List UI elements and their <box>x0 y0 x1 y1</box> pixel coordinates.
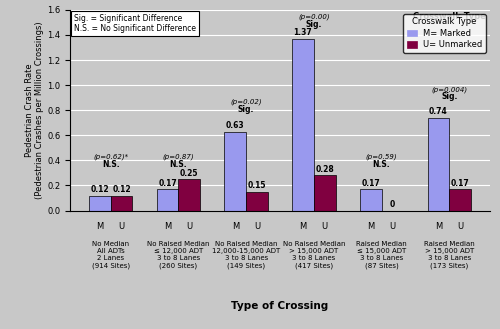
Bar <box>157 189 178 211</box>
Text: (p=0.62)*: (p=0.62)* <box>93 154 128 160</box>
Text: No Raised Median
> 15,000 ADT
3 to 8 Lanes
(417 Sites): No Raised Median > 15,000 ADT 3 to 8 Lan… <box>282 241 345 268</box>
Text: 0.63: 0.63 <box>226 121 244 130</box>
Bar <box>428 118 449 211</box>
Text: Sig.: Sig. <box>441 92 458 101</box>
Text: (p=0.00): (p=0.00) <box>298 13 330 20</box>
Text: U: U <box>457 222 463 231</box>
Text: 0.12: 0.12 <box>112 185 131 194</box>
Text: 0.17: 0.17 <box>362 179 380 188</box>
Bar <box>360 189 382 211</box>
Text: (p=0.02): (p=0.02) <box>230 99 262 105</box>
Text: U: U <box>186 222 192 231</box>
Legend: M= Marked, U= Unmarked: M= Marked, U= Unmarked <box>403 14 486 53</box>
Text: No Median
All ADTs
2 Lanes
(914 Sites): No Median All ADTs 2 Lanes (914 Sites) <box>92 241 130 268</box>
Text: N.S.: N.S. <box>170 160 188 169</box>
Text: 0: 0 <box>390 200 395 209</box>
Text: Raised Median
> 15,000 ADT
3 to 8 Lanes
(173 Sites): Raised Median > 15,000 ADT 3 to 8 Lanes … <box>424 241 474 268</box>
Text: 1.37: 1.37 <box>294 29 312 38</box>
Bar <box>314 175 336 211</box>
X-axis label: Type of Crossing: Type of Crossing <box>232 301 328 311</box>
Bar <box>89 195 111 211</box>
Text: Crosswalk Type: Crosswalk Type <box>413 12 486 21</box>
Text: M: M <box>300 222 306 231</box>
Text: U: U <box>118 222 124 231</box>
Text: 0.15: 0.15 <box>248 182 266 190</box>
Text: M: M <box>96 222 103 231</box>
Text: M: M <box>367 222 374 231</box>
Text: Raised Median
≤ 15,000 ADT
3 to 8 Lanes
(87 Sites): Raised Median ≤ 15,000 ADT 3 to 8 Lanes … <box>356 241 407 268</box>
Bar <box>224 132 246 211</box>
Text: No Raised Median
≤ 12,000 ADT
3 to 8 Lanes
(260 Sites): No Raised Median ≤ 12,000 ADT 3 to 8 Lan… <box>147 241 210 268</box>
Text: 0.17: 0.17 <box>450 179 469 188</box>
Bar <box>246 192 268 211</box>
Text: U: U <box>254 222 260 231</box>
Text: Sig.: Sig. <box>306 20 322 29</box>
Text: N.S.: N.S. <box>372 160 390 169</box>
Text: Sig. = Significant Difference
N.S. = No Significant Difference: Sig. = Significant Difference N.S. = No … <box>74 14 196 33</box>
Text: M: M <box>164 222 171 231</box>
Bar <box>111 195 132 211</box>
Text: Sig.: Sig. <box>238 105 254 114</box>
Text: U: U <box>390 222 396 231</box>
Text: M: M <box>232 222 239 231</box>
Bar <box>178 179 200 211</box>
Text: 0.17: 0.17 <box>158 179 177 188</box>
Text: N.S.: N.S. <box>102 160 120 169</box>
Text: 0.25: 0.25 <box>180 169 199 178</box>
Text: M: M <box>435 222 442 231</box>
Text: (p=0.004): (p=0.004) <box>431 86 468 93</box>
Y-axis label: Pedestrian Crash Rate
(Pedestrian Crashes per Million Crossings): Pedestrian Crash Rate (Pedestrian Crashe… <box>25 21 44 199</box>
Bar <box>449 189 471 211</box>
Text: 0.12: 0.12 <box>90 185 109 194</box>
Text: 0.28: 0.28 <box>316 165 334 174</box>
Text: No Raised Median
12,000-15,000 ADT
3 to 8 Lanes
(149 Sites): No Raised Median 12,000-15,000 ADT 3 to … <box>212 241 280 268</box>
Text: (p=0.87): (p=0.87) <box>162 154 194 160</box>
Bar <box>292 39 314 211</box>
Text: U: U <box>322 222 328 231</box>
Text: (p=0.59): (p=0.59) <box>366 154 398 160</box>
Text: 0.74: 0.74 <box>429 108 448 116</box>
